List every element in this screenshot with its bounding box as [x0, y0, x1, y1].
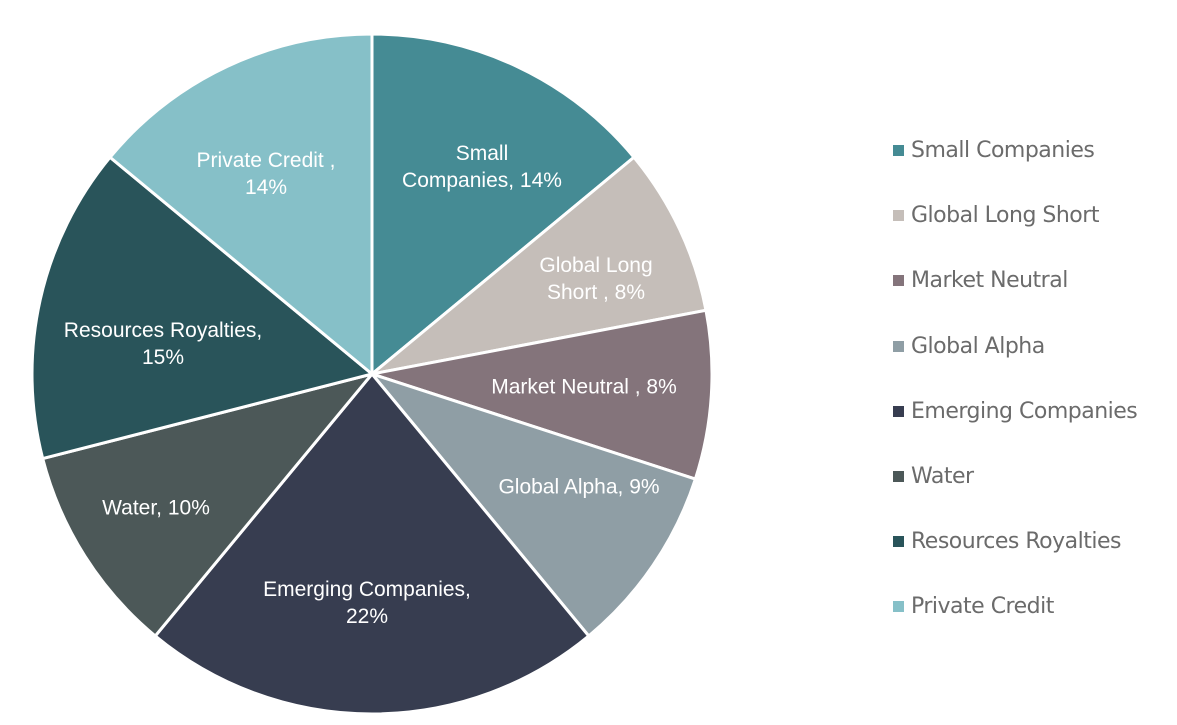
data-label: Emerging Companies, 22%: [263, 578, 471, 628]
legend-item-emerging-companies: Emerging Companies: [893, 379, 1138, 444]
legend-label: Emerging Companies: [911, 398, 1138, 424]
data-label: Market Neutral , 8%: [491, 375, 677, 399]
legend-label: Resources Royalties: [911, 529, 1121, 555]
legend-label: Private Credit: [911, 594, 1054, 620]
legend-label: Small Companies: [911, 138, 1095, 164]
data-label: Global Alpha, 9%: [498, 475, 660, 499]
pie-slice-global-alpha: [367, 370, 698, 639]
legend-item-water: Water: [893, 444, 1137, 509]
legend-swatch: [893, 471, 904, 483]
pie-plot-area: [30, 32, 714, 716]
legend-swatch: [893, 145, 904, 157]
legend-swatch: [893, 536, 904, 548]
pie-slice-resources-royalties: [30, 155, 376, 461]
legend-label: Water: [911, 464, 974, 490]
legend-item-resources-royalties: Resources Royalties: [893, 509, 1137, 574]
legend-swatch: [893, 601, 904, 613]
legend-item-global-long-short: Global Long Short: [893, 183, 1137, 248]
pie-slice-market-neutral: [371, 308, 714, 481]
data-label: Small Companies, 14%: [402, 142, 562, 192]
pie-slice-global-long-short: [371, 155, 708, 376]
legend-swatch: [893, 275, 904, 287]
legend-swatch: [893, 340, 904, 352]
pie-slice-water: [40, 371, 377, 639]
pie-slice-small-companies: [370, 32, 637, 378]
legend-label: Market Neutral: [911, 268, 1068, 294]
pie-slice-emerging-companies: [153, 371, 591, 716]
legend-item-market-neutral: Market Neutral: [893, 248, 1137, 313]
legend-item-global-alpha: Global Alpha: [893, 314, 1137, 379]
legend-item-small-companies: Small Companies: [893, 118, 1137, 183]
legend-label: Global Long Short: [911, 203, 1099, 229]
data-label: Water, 10%: [102, 496, 210, 520]
data-label: Global Long Short , 8%: [539, 254, 653, 304]
data-label: Private Credit , 14%: [196, 149, 336, 199]
data-label: Resources Royalties, 15%: [63, 319, 263, 369]
legend-label: Global Alpha: [911, 333, 1045, 359]
legend-swatch: [893, 210, 904, 222]
legend-item-private-credit: Private Credit: [893, 574, 1137, 639]
legend: Small Companies Global Long Short Market…: [893, 118, 1138, 640]
legend-swatch: [893, 405, 904, 417]
pie-slice-private-credit: [107, 32, 374, 378]
